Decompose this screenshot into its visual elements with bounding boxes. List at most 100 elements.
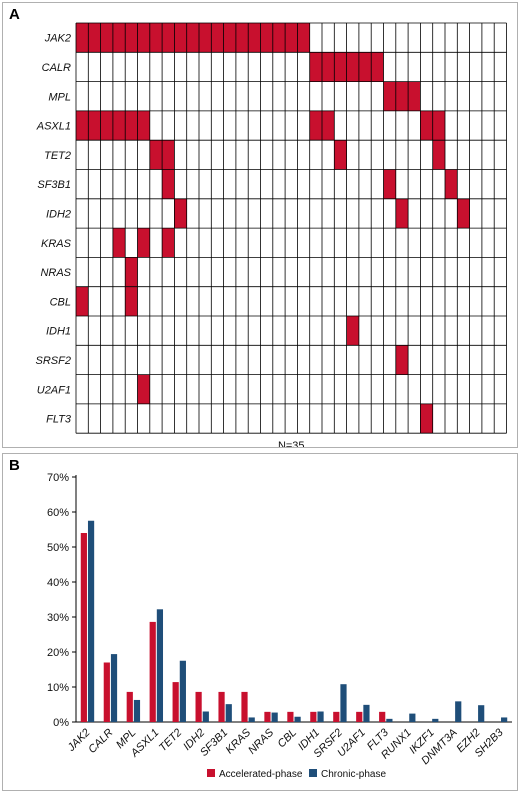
mutation-cell-tet2-7 — [149, 140, 163, 170]
y-tick-label: 20% — [47, 647, 69, 659]
mutation-cell-jak2-19 — [297, 23, 310, 53]
mutation-cell-jak2-18 — [285, 23, 298, 53]
mutation-cell-kras-4 — [112, 228, 126, 258]
mutation-cell-calr-21 — [322, 52, 335, 82]
mutation-cell-tet2-22 — [334, 140, 347, 170]
bar-chronic-idh2 — [202, 711, 209, 722]
y-tick-label: 30% — [47, 612, 69, 624]
panel-b-letter: B — [9, 457, 20, 474]
bar-accelerated-nras — [264, 711, 271, 722]
gene-label-nras: NRAS — [40, 267, 71, 279]
mutation-cell-jak2-3 — [100, 23, 113, 53]
mutation-cell-idh2-27 — [395, 198, 409, 229]
gene-label-u2af1: U2AF1 — [37, 384, 71, 396]
mutation-cell-tet2-8 — [162, 140, 175, 170]
bar-accelerated-idh2 — [195, 691, 202, 722]
x-tick-label-nras: NRAS — [246, 726, 277, 757]
mutation-cell-asxl1-29 — [420, 110, 433, 141]
mutation-cell-flt3-29 — [420, 403, 433, 434]
bar-chronic-asxl1 — [156, 609, 164, 722]
mutation-cell-u2af1-6 — [137, 374, 150, 404]
mutation-cell-asxl1-20 — [309, 110, 322, 141]
x-tick-label-cbl: CBL — [275, 727, 299, 751]
mutation-cell-jak2-14 — [235, 23, 249, 53]
mutation-cell-asxl1-1 — [76, 110, 89, 141]
gene-label-tet2: TET2 — [44, 150, 71, 162]
bar-chronic-jak2 — [87, 520, 95, 722]
y-tick-label: 40% — [47, 577, 69, 589]
y-tick-label: 70% — [47, 472, 69, 484]
mutation-cell-cbl-1 — [76, 286, 89, 316]
bar-chronic-sh2b3 — [501, 717, 508, 722]
bar-chronic-calr — [110, 654, 118, 722]
mutation-cell-jak2-9 — [174, 23, 187, 53]
mutation-cell-asxl1-30 — [432, 110, 445, 141]
bar-chronic-ezh2 — [478, 705, 485, 722]
legend-swatch-chronic — [309, 769, 317, 777]
mutation-cell-idh1-23 — [346, 316, 359, 346]
mutation-cell-idh2-32 — [457, 198, 470, 229]
mutation-cell-mpl-26 — [383, 81, 396, 111]
mutation-cell-jak2-1 — [76, 23, 89, 53]
gene-label-srsf2: SRSF2 — [36, 355, 71, 367]
y-tick-label: 50% — [47, 542, 69, 554]
mutation-cell-jak2-11 — [199, 23, 212, 53]
bar-chronic-cbl — [294, 716, 301, 722]
bar-chronic-ikzf1 — [432, 718, 439, 722]
bar-chronic-mpl — [133, 699, 141, 722]
mutation-cell-jak2-16 — [260, 23, 273, 53]
legend-label-chronic: Chronic-phase — [321, 769, 386, 780]
y-tick-label: 0% — [53, 717, 69, 729]
bar-accelerated-flt3 — [379, 711, 386, 722]
mutation-cell-asxl1-2 — [88, 110, 101, 141]
gene-label-idh1: IDH1 — [46, 326, 71, 338]
bar-chronic-sf3b1 — [225, 704, 232, 722]
mutation-cell-jak2-10 — [186, 23, 199, 53]
bar-chronic-dnmt3a — [455, 701, 462, 722]
bar-chronic-runx1 — [409, 713, 416, 722]
mutation-cell-mpl-27 — [395, 81, 409, 111]
mutation-cell-nras-5 — [125, 257, 138, 287]
mutation-cell-jak2-4 — [112, 23, 126, 53]
bar-accelerated-calr — [103, 662, 110, 722]
gene-label-calr: CALR — [42, 62, 71, 74]
bar-accelerated-kras — [241, 691, 248, 722]
mutation-cell-jak2-2 — [88, 23, 101, 53]
mutation-cell-calr-22 — [334, 52, 347, 82]
bar-chronic-u2af1 — [363, 704, 370, 722]
mutation-cell-calr-24 — [358, 52, 372, 82]
y-tick-label: 10% — [47, 682, 69, 694]
gene-label-jak2: JAK2 — [44, 33, 71, 45]
bar-chronic-tet2 — [179, 660, 186, 722]
mutation-cell-asxl1-6 — [137, 110, 150, 141]
bar-chronic-idh1 — [317, 711, 324, 722]
panel-a-letter: A — [9, 6, 20, 23]
mutation-cell-tet2-30 — [432, 140, 445, 170]
mutation-cell-mpl-28 — [408, 81, 421, 111]
sample-count-label: N=35 — [278, 440, 305, 447]
bar-accelerated-sf3b1 — [218, 691, 225, 722]
panel-a-heatmap: A JAK2 CALR MPL ASXL1 TET2 SF3B1 IDH2 KRAS NRAS C… — [2, 2, 518, 448]
bar-accelerated-tet2 — [172, 682, 179, 722]
bar-accelerated-cbl — [287, 711, 294, 722]
mutation-cell-asxl1-5 — [125, 110, 138, 141]
bar-accelerated-jak2 — [80, 533, 87, 722]
legend-swatch-accelerated — [207, 769, 215, 777]
gene-label-mpl: MPL — [48, 91, 71, 103]
gene-label-kras: KRAS — [41, 238, 72, 250]
legend-label-accelerated: Accelerated-phase — [219, 769, 303, 780]
bar-accelerated-idh1 — [310, 711, 317, 722]
x-tick-label-calr: CALR — [86, 727, 115, 756]
mutation-cell-kras-8 — [162, 228, 175, 258]
mutation-cell-idh2-9 — [174, 198, 187, 229]
x-tick-label-tet2: TET2 — [157, 727, 185, 755]
mutation-cell-jak2-15 — [248, 23, 261, 53]
gene-label-sf3b1: SF3B1 — [37, 179, 71, 191]
mutation-cell-calr-20 — [309, 52, 322, 82]
bar-chronic-flt3 — [386, 718, 393, 722]
mutation-cell-calr-25 — [371, 52, 384, 82]
mutation-cell-srsf2-27 — [395, 345, 409, 375]
mutation-cell-jak2-8 — [162, 23, 175, 53]
mutation-cell-asxl1-21 — [322, 110, 335, 141]
mutation-cell-kras-6 — [137, 228, 150, 258]
